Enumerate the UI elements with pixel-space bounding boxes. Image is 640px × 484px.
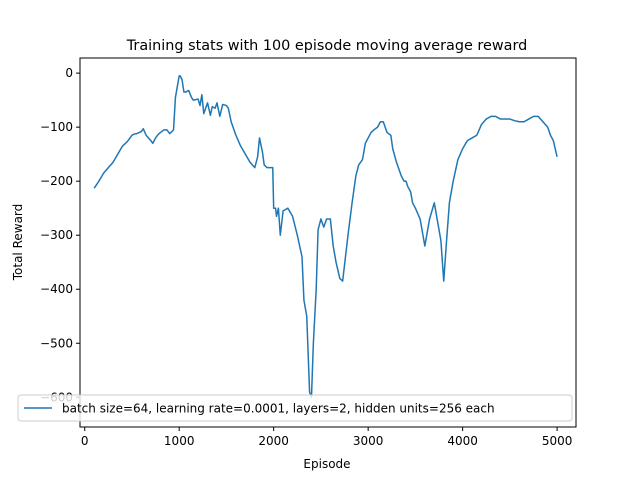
chart-title: Training stats with 100 episode moving a…	[126, 38, 528, 54]
x-tick-label: 5000	[542, 434, 573, 448]
y-tick-label: −400	[40, 282, 73, 296]
series-line	[93, 75, 558, 399]
y-tick-label: −500	[40, 336, 73, 350]
x-tick-label: 1000	[164, 434, 195, 448]
x-axis-label: Episode	[303, 457, 350, 471]
y-axis-label: Total Reward	[11, 204, 25, 282]
y-tick-label: −200	[40, 174, 73, 188]
x-tick-label: 0	[81, 434, 89, 448]
legend-label: batch size=64, learning rate=0.0001, lay…	[62, 402, 495, 416]
y-tick-label: 0	[65, 66, 73, 80]
y-axis: 0−100−200−300−400−500−600	[40, 66, 80, 404]
x-tick-label: 2000	[258, 434, 289, 448]
x-axis: 0 1000 2000 3000 4000 5000	[81, 427, 572, 448]
plot-frame	[79, 57, 577, 428]
x-tick-label: 3000	[353, 434, 384, 448]
legend-box	[17, 394, 573, 422]
y-tick-label: −300	[40, 228, 73, 242]
legend: batch size=64, learning rate=0.0001, lay…	[17, 394, 573, 422]
x-tick-label: 4000	[447, 434, 478, 448]
y-tick-label: −100	[40, 120, 73, 134]
plot-area: 0 1000 2000 3000 4000 5000 0 −100 −200 −300 −400 −…	[40, 57, 577, 448]
